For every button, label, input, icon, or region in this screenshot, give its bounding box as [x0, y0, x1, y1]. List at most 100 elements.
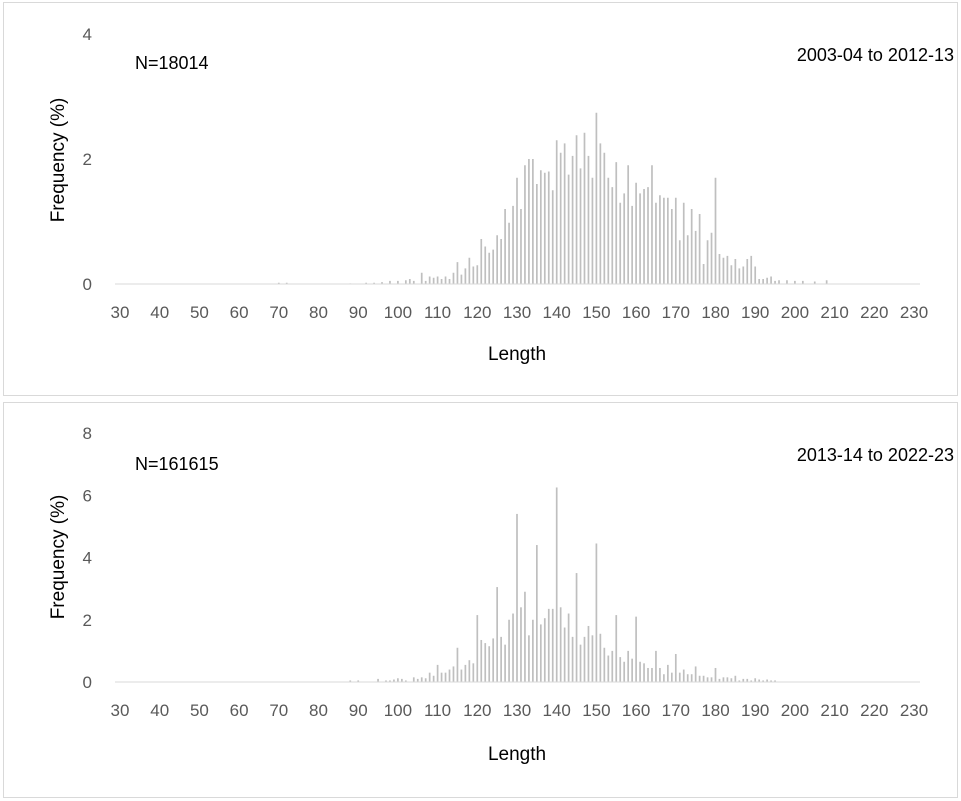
bar-bottom-120: [476, 615, 479, 682]
bar-top-179: [710, 232, 713, 284]
bar-bottom-110: [436, 664, 439, 682]
y-tick-label-top: 0: [83, 275, 92, 294]
bar-top-144: [571, 155, 574, 285]
bar-top-188: [746, 259, 749, 284]
bar-top-102: [404, 280, 407, 284]
bar-bottom-138: [547, 608, 550, 682]
sample-size-label-top: N=18014: [135, 53, 209, 73]
x-ticks-top: 30 40 50 60 70 80 90 100 110 120 130 140 150 160 170 18…: [111, 303, 929, 322]
bar-bottom-182: [722, 677, 725, 682]
bar-bottom-125: [496, 587, 498, 682]
x-tick-label-bottom: 150: [582, 701, 610, 720]
bar-top-141: [559, 152, 562, 284]
bar-top-190: [754, 266, 757, 284]
bar-bottom-106: [420, 677, 423, 682]
bar-bottom-185: [734, 675, 737, 682]
bar-top-178: [706, 240, 709, 284]
bar-bottom-128: [508, 619, 510, 682]
bar-top-169: [670, 209, 673, 284]
x-tick-label-top: 40: [150, 303, 169, 322]
bar-top-121: [480, 239, 483, 284]
bar-bottom-139: [551, 608, 554, 682]
bar-bottom-177: [702, 675, 705, 682]
bar-bottom-164: [651, 667, 653, 682]
bar-bottom-97: [385, 680, 387, 682]
y-tick-label-top: 4: [83, 25, 92, 44]
bar-top-104: [412, 280, 415, 285]
x-tick-label-bottom: 170: [662, 701, 690, 720]
x-tick-label-bottom: 180: [701, 701, 729, 720]
bar-bottom-161: [639, 661, 641, 682]
bar-bottom-118: [468, 660, 471, 682]
bar-bottom-186: [738, 680, 741, 682]
x-tick-label-bottom: 130: [503, 701, 531, 720]
bar-top-134: [532, 159, 534, 284]
bar-top-136: [539, 170, 542, 284]
bar-top-98: [389, 280, 391, 285]
bar-bottom-192: [762, 680, 764, 682]
bar-top-156: [619, 202, 622, 284]
x-tick-label-top: 50: [190, 303, 209, 322]
bar-bottom-154: [611, 650, 614, 683]
bar-top-176: [698, 214, 701, 284]
bar-top-122: [484, 246, 487, 284]
bar-bottom-119: [472, 663, 475, 682]
y-axis-title-bottom: Frequency (%): [48, 495, 69, 620]
x-tick-label-bottom: 100: [384, 701, 412, 720]
bar-bottom-160: [635, 616, 637, 682]
bar-bottom-130: [516, 513, 518, 682]
chart-panel-top: 0 2 4 30 40 50 60 70 80 90 100 110 120 130 140 150 160 1…: [3, 2, 958, 396]
bar-bottom-105: [416, 678, 419, 682]
bar-bottom-180: [714, 667, 717, 682]
bar-top-157: [623, 193, 626, 285]
bar-top-109: [432, 277, 435, 284]
bar-top-120: [476, 265, 479, 284]
bar-bottom-176: [698, 675, 701, 682]
bar-bottom-111: [440, 672, 443, 682]
bar-top-194: [770, 276, 772, 284]
bar-bottom-171: [678, 672, 681, 682]
bar-top-186: [738, 268, 741, 285]
bar-top-112: [444, 276, 447, 284]
bar-top-173: [686, 235, 689, 284]
bar-bottom-117: [464, 664, 467, 682]
y-axis-title-top: Frequency (%): [48, 98, 69, 223]
x-tick-label-bottom: 40: [150, 701, 169, 720]
bar-bottom-122: [484, 643, 487, 682]
x-tick-label-bottom: 210: [820, 701, 848, 720]
bar-top-147: [583, 132, 586, 284]
bar-top-143: [567, 174, 570, 285]
bar-top-175: [694, 230, 697, 285]
sample-size-label-bottom: N=161615: [135, 454, 219, 474]
bar-bottom-149: [591, 635, 594, 682]
bar-top-145: [575, 135, 578, 284]
bar-bottom-184: [730, 678, 733, 682]
bar-bottom-168: [667, 664, 669, 682]
bar-top-130: [516, 177, 518, 284]
x-tick-label-bottom: 60: [230, 701, 249, 720]
bar-top-96: [381, 282, 383, 285]
x-tick-label-top: 90: [349, 303, 368, 322]
bar-bottom-143: [567, 613, 570, 682]
x-tick-label-top: 160: [622, 303, 650, 322]
bar-top-171: [678, 240, 681, 284]
bar-bottom-163: [647, 667, 649, 682]
bar-top-118: [468, 257, 471, 284]
bar-top-208: [825, 280, 828, 284]
bar-bottom-188: [746, 678, 749, 682]
bar-bottom-98: [389, 680, 391, 682]
bar-top-126: [500, 239, 502, 284]
bar-bottom-135: [536, 545, 538, 682]
x-tick-label-top: 100: [384, 303, 412, 322]
bar-top-202: [801, 280, 804, 285]
bar-top-94: [373, 282, 375, 284]
bar-bottom-90: [357, 680, 360, 682]
x-ticks-bottom: 30 40 50 60 70 80 90 100 110 120 130 140 150 160 170 18…: [111, 701, 929, 720]
y-tick-label-bottom: 8: [83, 424, 92, 443]
bar-bottom-108: [428, 672, 431, 682]
bar-top-138: [547, 171, 550, 284]
bar-top-205: [813, 281, 816, 284]
bar-top-160: [635, 182, 637, 284]
bar-top-189: [750, 255, 753, 285]
bar-top-187: [742, 266, 745, 284]
